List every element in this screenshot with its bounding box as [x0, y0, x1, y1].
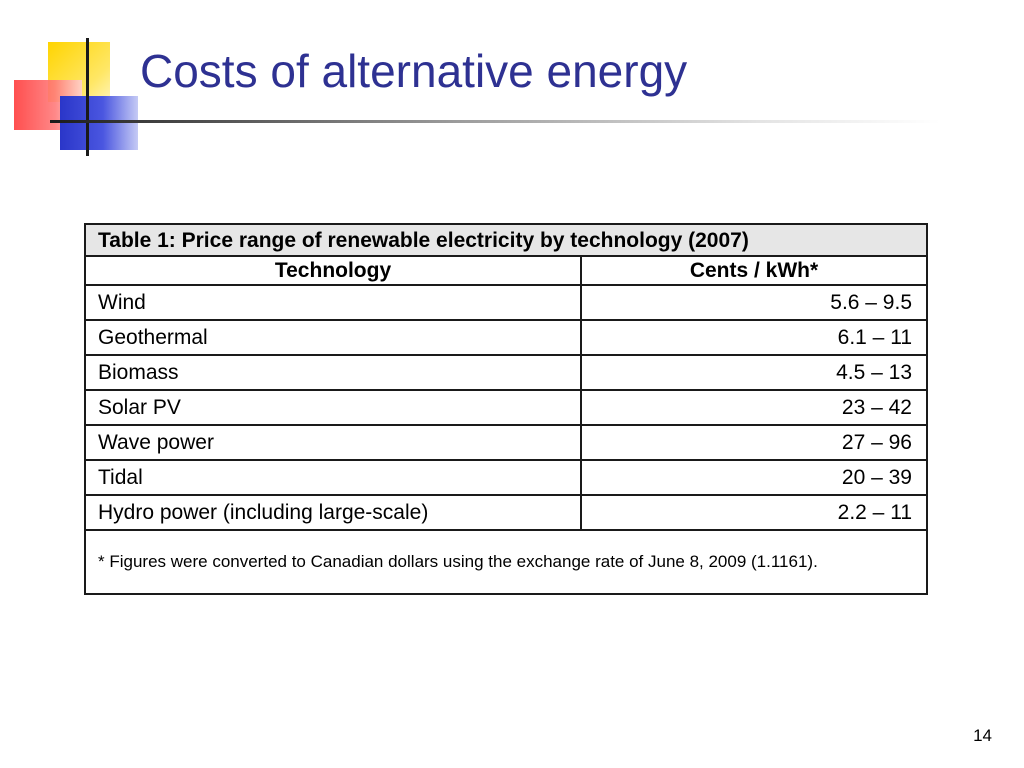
cost-cell: 20 – 39 [580, 459, 928, 496]
page-number: 14 [973, 726, 992, 745]
table-row: Biomass 4.5 – 13 [84, 354, 928, 391]
table-row: Hydro power (including large-scale) 2.2 … [84, 494, 928, 531]
cost-cell: 27 – 96 [580, 424, 928, 461]
header-technology: Technology [84, 255, 582, 286]
title-underline [50, 120, 940, 123]
header-cost: Cents / kWh* [580, 255, 928, 286]
table-footnote: * Figures were converted to Canadian dol… [84, 529, 928, 595]
cost-cell: 23 – 42 [580, 389, 928, 426]
logo-squares-icon [0, 0, 160, 160]
technology-cell: Tidal [84, 459, 582, 496]
table-caption-row: Table 1: Price range of renewable electr… [84, 223, 928, 257]
technology-cell: Wave power [84, 424, 582, 461]
table-header-row: Technology Cents / kWh* [84, 255, 928, 286]
cost-cell: 2.2 – 11 [580, 494, 928, 531]
technology-cell: Biomass [84, 354, 582, 391]
table-row: Wind 5.6 – 9.5 [84, 284, 928, 321]
logo-vertical-line [86, 38, 89, 156]
technology-cell: Wind [84, 284, 582, 321]
table-footnote-row: * Figures were converted to Canadian dol… [84, 529, 928, 595]
table-caption: Table 1: Price range of renewable electr… [84, 223, 928, 257]
table-row: Solar PV 23 – 42 [84, 389, 928, 426]
logo-blue-square [60, 96, 138, 150]
table-row: Geothermal 6.1 – 11 [84, 319, 928, 356]
technology-cell: Hydro power (including large-scale) [84, 494, 582, 531]
technology-cell: Solar PV [84, 389, 582, 426]
technology-cell: Geothermal [84, 319, 582, 356]
cost-cell: 6.1 – 11 [580, 319, 928, 356]
price-table: Table 1: Price range of renewable electr… [84, 223, 928, 595]
table-row: Wave power 27 – 96 [84, 424, 928, 461]
cost-cell: 5.6 – 9.5 [580, 284, 928, 321]
table-row: Tidal 20 – 39 [84, 459, 928, 496]
cost-cell: 4.5 – 13 [580, 354, 928, 391]
slide-title: Costs of alternative energy [140, 45, 688, 97]
